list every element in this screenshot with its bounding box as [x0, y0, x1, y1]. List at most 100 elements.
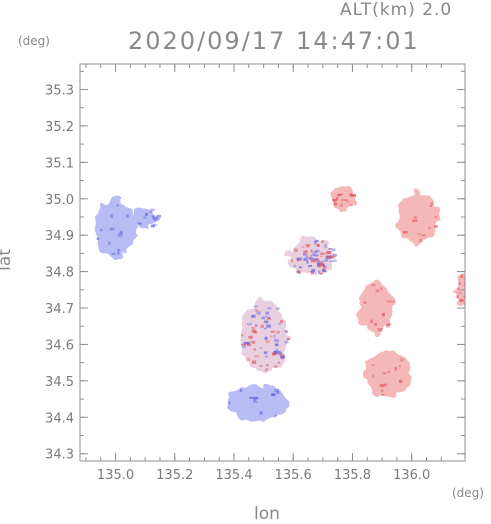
echo-speckle: [296, 258, 300, 262]
echo-speckle: [386, 323, 392, 326]
echo-speckle: [332, 253, 337, 256]
echo-speckle: [422, 234, 426, 237]
echo-speckle: [313, 254, 319, 257]
echo-speckle: [313, 250, 318, 254]
echo-speckle: [151, 215, 155, 218]
echo-speckle: [274, 388, 279, 392]
echo-speckle: [264, 355, 268, 358]
echo-speckle: [328, 248, 332, 250]
echo-speckle: [310, 271, 314, 275]
echo-speckle: [306, 245, 310, 248]
echo-speckle: [270, 335, 273, 338]
echo-speckle: [265, 311, 269, 315]
y-tick-label: 35.3: [45, 83, 74, 98]
echo-speckle: [313, 258, 318, 262]
echo-speckle: [321, 260, 325, 263]
y-tick-label: 34.3: [45, 448, 74, 463]
echo-speckle: [381, 393, 385, 396]
echo-speckle: [383, 383, 388, 387]
echo-speckle: [428, 226, 431, 230]
echo-speckle: [310, 259, 315, 263]
echo-regions: [94, 186, 465, 421]
echo-speckle: [322, 265, 325, 268]
echo-speckle: [303, 250, 308, 254]
echo-speckle: [320, 255, 323, 258]
echo-speckle: [377, 328, 383, 332]
echo-speckle: [285, 330, 289, 334]
echo-speckle: [370, 319, 373, 323]
echo-speckle: [434, 225, 438, 228]
echo-speckle: [273, 334, 276, 338]
x-tick-label: 135.2: [156, 468, 193, 483]
echo-speckle: [259, 347, 262, 349]
echo-speckle: [305, 254, 309, 258]
echo-speckle: [111, 253, 116, 255]
echo-speckle: [265, 340, 270, 343]
echo-speckle: [271, 393, 276, 396]
echo-speckle: [274, 339, 280, 343]
echo-speckle: [248, 335, 253, 339]
x-axis-label: lon: [254, 504, 280, 524]
echo-region-9: [456, 271, 465, 309]
echo-speckle: [256, 311, 261, 315]
echo-speckle: [253, 400, 258, 403]
echo-speckle: [343, 199, 348, 201]
echo-speckle: [251, 360, 257, 364]
echo-speckle: [145, 213, 148, 216]
echo-speckle: [458, 291, 462, 294]
echo-speckle: [274, 343, 279, 347]
echo-speckle: [460, 274, 464, 278]
echo-speckle: [324, 258, 329, 262]
echo-region-2: [331, 186, 356, 212]
echo-speckle: [241, 343, 246, 346]
echo-speckle: [331, 255, 336, 258]
echo-speckle: [394, 367, 397, 371]
echo-speckle: [456, 295, 459, 299]
echo-speckle: [391, 300, 395, 303]
echo-speckle: [363, 301, 366, 304]
echo-speckle: [143, 216, 147, 219]
echo-speckle: [336, 197, 339, 201]
echo-speckle: [315, 257, 319, 260]
echo-speckle: [403, 230, 408, 234]
echo-speckle: [119, 231, 123, 235]
echo-speckle: [318, 270, 321, 274]
echo-region-5: [364, 351, 412, 396]
echo-speckle: [309, 254, 312, 258]
echo-speckle: [303, 253, 306, 256]
echo-speckle: [319, 252, 325, 255]
echo-speckle: [251, 327, 256, 330]
echo-speckle: [317, 262, 323, 266]
echo-speckle: [126, 214, 129, 218]
echo-speckle: [316, 263, 320, 267]
echo-speckle: [417, 233, 422, 236]
y-tick-label: 35.0: [45, 193, 74, 208]
echo-speckle: [309, 270, 315, 273]
echo-speckle: [327, 255, 332, 259]
echo-speckle: [460, 299, 464, 302]
echo-speckle: [264, 336, 268, 340]
echo-speckle: [463, 295, 465, 298]
echo-speckle: [96, 237, 100, 240]
echo-speckle: [463, 302, 465, 306]
echo-speckle: [254, 355, 259, 358]
echo-speckle: [259, 364, 263, 367]
echo-speckle: [261, 316, 265, 320]
x-tick-label: 135.0: [97, 468, 134, 483]
echo-speckle: [108, 241, 111, 246]
echo-speckle: [315, 259, 319, 264]
echo-speckle: [399, 379, 403, 383]
altitude-label: ALT(km) 2.0: [340, 0, 453, 20]
x-tick-label: 135.8: [334, 468, 371, 483]
echo-speckle: [340, 198, 344, 202]
echo-speckle: [306, 261, 309, 264]
echo-speckle: [276, 390, 280, 394]
echo-speckle: [291, 259, 294, 262]
echo-speckle: [329, 260, 333, 262]
echo-speckle: [346, 200, 349, 203]
echo-speckle: [251, 314, 256, 318]
echo-speckle: [304, 250, 308, 254]
echo-speckle: [278, 352, 283, 355]
echo-region-6: [239, 300, 288, 374]
echo-speckle: [263, 351, 268, 354]
